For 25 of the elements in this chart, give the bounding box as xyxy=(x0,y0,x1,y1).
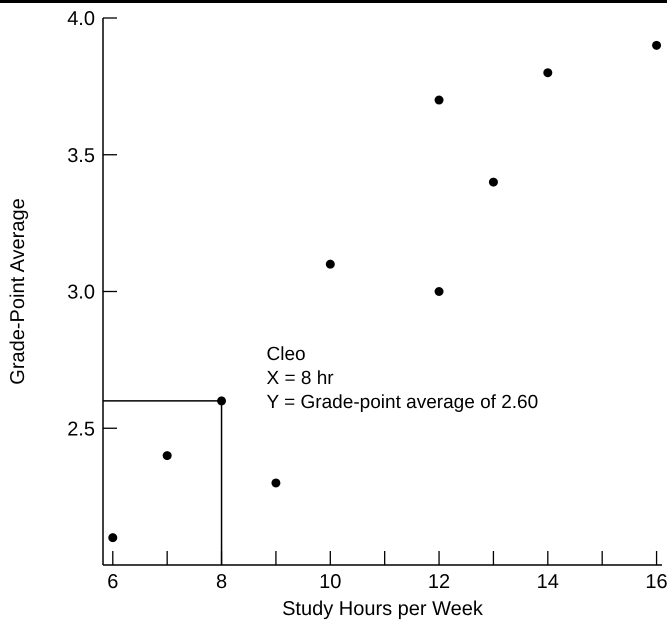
point xyxy=(162,451,172,460)
x-tick-label: 8 xyxy=(216,571,228,593)
x-tick-label: 12 xyxy=(428,571,450,593)
y-tick-label: 4.0 xyxy=(67,8,95,30)
point xyxy=(326,260,335,269)
annotation: Y = Grade-point average of 2.60 xyxy=(266,392,538,413)
x-tick-label: 16 xyxy=(645,571,667,593)
x-tick-label: 6 xyxy=(107,571,118,593)
point xyxy=(108,533,118,542)
x-axis-title: Study Hours per Week xyxy=(282,598,484,620)
point xyxy=(271,478,280,488)
point xyxy=(434,287,444,296)
point xyxy=(652,40,662,50)
y-axis-title: Grade-Point Average xyxy=(7,198,29,385)
annotation: Cleo xyxy=(266,344,306,365)
x-tick-label: 10 xyxy=(319,571,342,593)
point xyxy=(217,396,226,406)
x-tick-label: 14 xyxy=(536,571,559,593)
point xyxy=(543,68,552,78)
point xyxy=(434,96,444,105)
point xyxy=(488,178,498,187)
annotation: X = 8 hr xyxy=(266,368,334,389)
y-tick-label: 3.5 xyxy=(67,144,95,167)
y-tick-label: 3.0 xyxy=(67,282,95,304)
y-tick-label: 2.5 xyxy=(67,418,95,440)
